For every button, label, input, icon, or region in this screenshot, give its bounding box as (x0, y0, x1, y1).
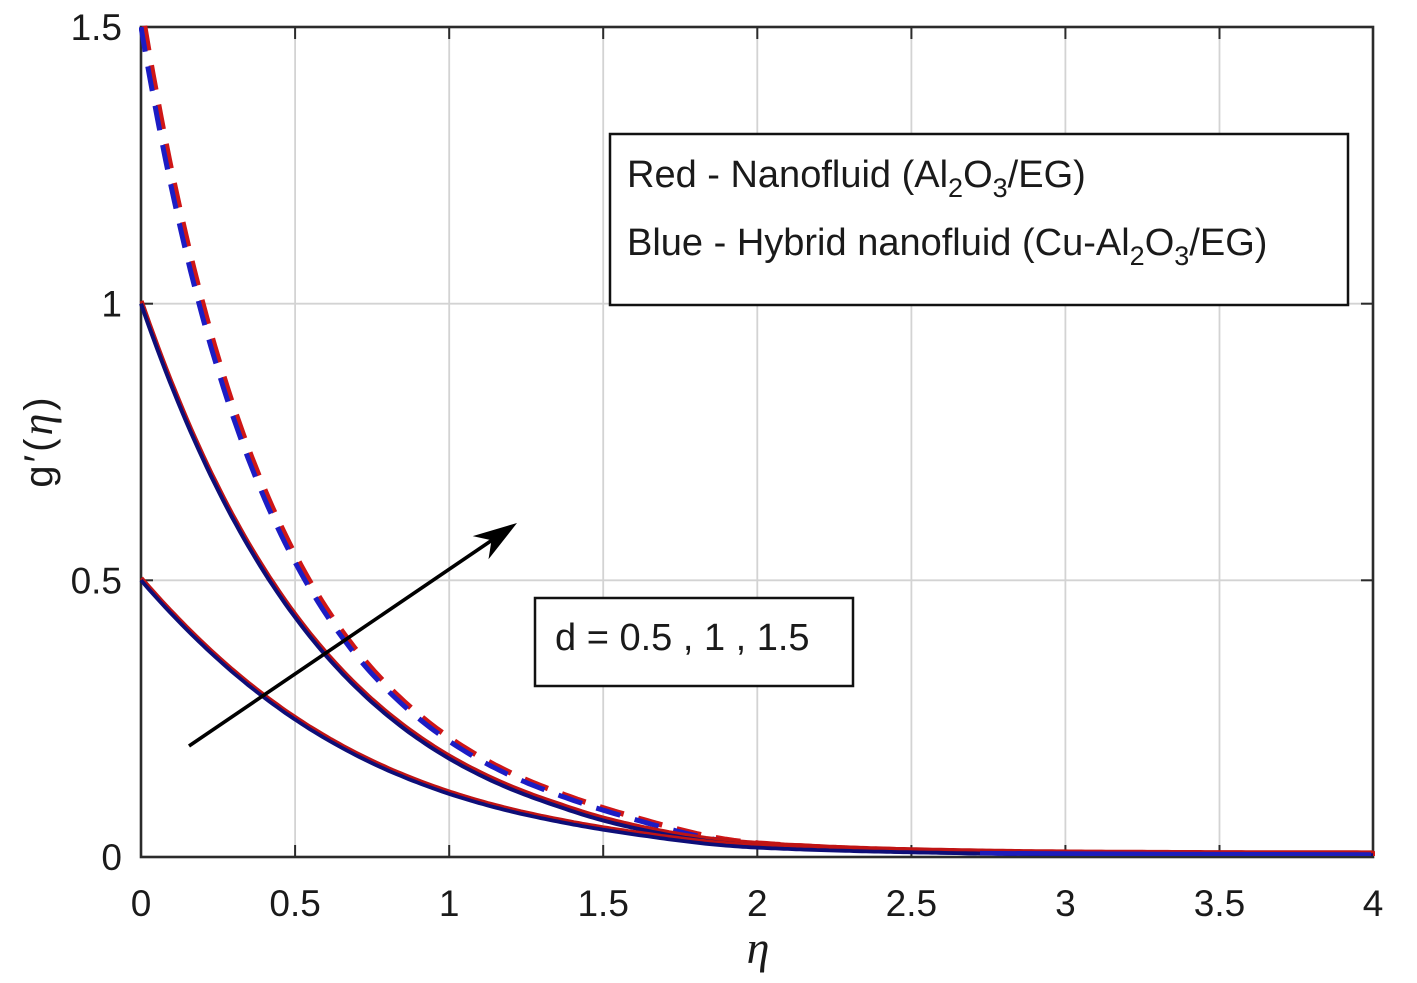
svg-text:η: η (747, 922, 770, 973)
svg-text:Blue - Hybrid nanofluid (Cu-Al: Blue - Hybrid nanofluid (Cu-Al2O3/EG) (627, 222, 1267, 271)
svg-text:1: 1 (101, 284, 122, 325)
svg-text:Red - Nanofluid (Al2O3/EG): Red - Nanofluid (Al2O3/EG) (627, 154, 1086, 203)
svg-text:g′(η): g′(η) (13, 394, 62, 487)
svg-text:d = 0.5 , 1 , 1.5: d = 0.5 , 1 , 1.5 (555, 617, 810, 659)
svg-text:0.5: 0.5 (269, 883, 320, 924)
svg-text:3.5: 3.5 (1194, 883, 1245, 924)
svg-text:0: 0 (101, 837, 122, 878)
svg-text:4: 4 (1363, 883, 1384, 924)
svg-text:0: 0 (131, 883, 152, 924)
svg-text:1.5: 1.5 (577, 883, 628, 924)
svg-text:1: 1 (439, 883, 460, 924)
svg-text:1.5: 1.5 (71, 7, 122, 48)
svg-text:0.5: 0.5 (71, 560, 122, 601)
svg-text:2: 2 (747, 883, 768, 924)
svg-text:3: 3 (1055, 883, 1076, 924)
svg-text:2.5: 2.5 (886, 883, 937, 924)
